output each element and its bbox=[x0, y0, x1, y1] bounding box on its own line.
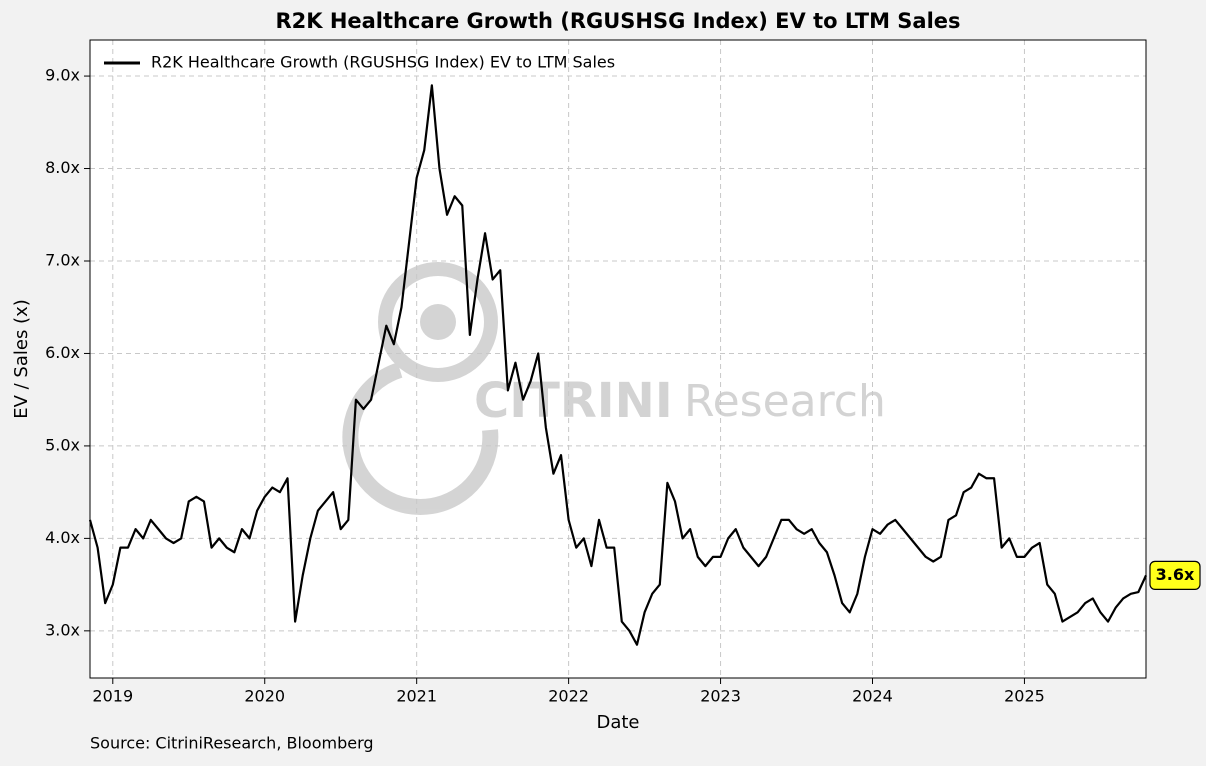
plot-frame bbox=[89, 39, 1147, 679]
watermark-arc bbox=[342, 362, 499, 515]
source-note: Source: CitriniResearch, Bloomberg bbox=[90, 734, 374, 753]
y-tick-label: 9.0x bbox=[45, 66, 80, 85]
watermark-dot bbox=[420, 304, 456, 340]
y-tick-label: 6.0x bbox=[45, 343, 80, 362]
plot-area bbox=[90, 40, 1146, 678]
watermark-text: CITRINI bbox=[474, 373, 673, 429]
x-tick-label: 2021 bbox=[396, 687, 437, 706]
x-tick-label: 2025 bbox=[1004, 687, 1045, 706]
x-tick-label: 2019 bbox=[92, 687, 133, 706]
y-tick-label: 4.0x bbox=[45, 528, 80, 547]
legend-label: R2K Healthcare Growth (RGUSHSG Index) EV… bbox=[151, 53, 615, 72]
x-axis-label: Date bbox=[596, 712, 639, 733]
y-tick-label: 7.0x bbox=[45, 250, 80, 269]
y-axis-label: EV / Sales (x) bbox=[11, 299, 32, 419]
x-tick-label: 2022 bbox=[548, 687, 589, 706]
chart-title: R2K Healthcare Growth (RGUSHSG Index) EV… bbox=[275, 9, 960, 33]
line bbox=[88, 84, 1148, 646]
end-label: 3.6x bbox=[1156, 565, 1195, 584]
watermark-ring bbox=[378, 262, 498, 382]
end-label-box bbox=[1149, 560, 1201, 590]
x-tick-label: 2020 bbox=[244, 687, 285, 706]
y-tick-label: 8.0x bbox=[45, 158, 80, 177]
x-tick-label: 2024 bbox=[852, 687, 893, 706]
y-tick-label: 5.0x bbox=[45, 435, 80, 454]
watermark-text: Research bbox=[684, 376, 886, 427]
y-tick-label: 3.0x bbox=[45, 620, 80, 639]
x-tick-label: 2023 bbox=[700, 687, 741, 706]
